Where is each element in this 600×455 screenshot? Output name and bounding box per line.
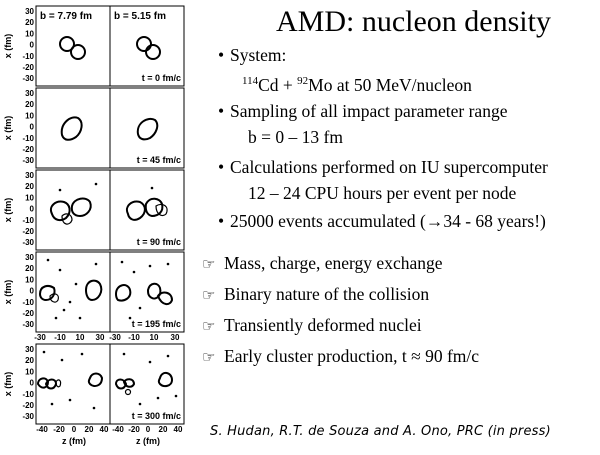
pointer-item-cluster: ☞ Early cluster production, t ≈ 90 fm/c: [202, 345, 479, 369]
x-tick: 10: [150, 333, 159, 342]
y-tick: 20: [25, 356, 34, 365]
x-tick: -10: [54, 333, 66, 342]
citation: S. Hudan, R.T. de Souza and A. Ono, PRC …: [210, 424, 551, 439]
x-tick: -30: [34, 333, 46, 342]
y-tick: -20: [22, 63, 34, 72]
y-tick: 20: [25, 264, 34, 273]
hand-pointer-icon: ☞: [202, 257, 216, 273]
y-tick: -10: [22, 390, 34, 399]
bullet-calculations: • Calculations performed on IU supercompu…: [218, 157, 548, 177]
x-tick: 0: [72, 425, 77, 434]
y-tick: -10: [22, 216, 34, 225]
y-tick: 0: [30, 41, 35, 50]
y-tick: -30: [22, 320, 34, 329]
y-tick: -20: [22, 227, 34, 236]
time-label-0: t = 0 fm/c: [142, 73, 181, 83]
x-tick: 20: [85, 425, 94, 434]
bullet-system: • System:: [218, 45, 287, 65]
bullet-dot-icon: •: [218, 45, 225, 65]
x-axis-label-left: z (fm): [62, 436, 86, 446]
x-tick: 30: [171, 333, 180, 342]
y-tick: 0: [30, 379, 35, 388]
y-tick: 10: [25, 193, 34, 202]
y-tick: 30: [25, 345, 34, 354]
y-tick: 10: [25, 111, 34, 120]
x-tick: 40: [100, 425, 109, 434]
y-axis-label-4: x (fm): [3, 280, 13, 305]
hand-pointer-icon: ☞: [202, 350, 216, 366]
bullet-sampling: • Sampling of all impact parameter range: [218, 101, 508, 121]
y-tick: -30: [22, 74, 34, 83]
y-tick: 10: [25, 367, 34, 376]
y-tick: -20: [22, 145, 34, 154]
panel-r3-c2: [109, 169, 185, 251]
x-tick: -20: [128, 425, 140, 434]
hand-pointer-icon: ☞: [202, 288, 216, 304]
y-axis-label-2: x (fm): [3, 116, 13, 141]
panel-r2-c2: [109, 87, 185, 169]
y-tick: 0: [30, 205, 35, 214]
y-tick: 30: [25, 171, 34, 180]
y-tick: -10: [22, 298, 34, 307]
y-tick-labels: 30 20 10 0 -10 -20 -30 30 20 10 0 -10 -20 -30 30 20 10 0 -…: [22, 7, 34, 421]
x-tick: 30: [96, 333, 105, 342]
page-title: AMD: nucleon density: [276, 5, 551, 38]
y-tick: 0: [30, 123, 35, 132]
pointer-item-binary: ☞ Binary nature of the collision: [202, 283, 429, 307]
density-plot-grid: b = 7.79 fm b = 5.15 fm t = 0 fm/c t = 4…: [0, 0, 200, 450]
y-tick: 0: [30, 287, 35, 296]
b-label-left: b = 7.79 fm: [40, 11, 92, 22]
nucleon-dots: [42, 182, 178, 410]
x-tick: 10: [76, 333, 85, 342]
x-tick: 0: [146, 425, 151, 434]
pointer-item-mass: ☞ Mass, charge, energy exchange: [202, 252, 443, 276]
y-tick: -30: [22, 238, 34, 247]
y-tick: -30: [22, 412, 34, 421]
hand-pointer-icon: ☞: [202, 319, 216, 335]
panel-r4-c2: [109, 251, 185, 333]
impact-range: b = 0 – 13 fm: [248, 127, 343, 147]
x-tick: -40: [112, 425, 124, 434]
x-tick-labels: -30 -10 10 30 -30 -10 10 30 -40 -20 0 20…: [34, 333, 183, 434]
bullet-events: • 25000 events accumulated (→34 - 68 year…: [218, 211, 546, 231]
y-tick: -20: [22, 309, 34, 318]
time-label-195: t = 195 fm/c: [132, 319, 181, 329]
b-label-right: b = 5.15 fm: [114, 11, 166, 22]
y-axis-label-1: x (fm): [3, 34, 13, 59]
y-tick: 20: [25, 182, 34, 191]
y-tick: -30: [22, 156, 34, 165]
pointer-item-deformed: ☞ Transiently deformed nuclei: [202, 314, 422, 338]
x-tick: -10: [128, 333, 140, 342]
y-axis-label-3: x (fm): [3, 198, 13, 223]
y-tick: 10: [25, 29, 34, 38]
y-tick: 30: [25, 253, 34, 262]
y-tick: -20: [22, 401, 34, 410]
panel-r1-c2: [109, 5, 185, 87]
x-tick: -40: [36, 425, 48, 434]
time-label-90: t = 90 fm/c: [137, 237, 181, 247]
x-tick: -30: [109, 333, 121, 342]
y-tick: 10: [25, 275, 34, 284]
y-tick: -10: [22, 134, 34, 143]
x-tick: -20: [53, 425, 65, 434]
time-label-45: t = 45 fm/c: [137, 155, 181, 165]
system-reaction-line: 114Cd + 92Mo at 50 MeV/nucleon: [242, 74, 472, 95]
y-axis-label-5: x (fm): [3, 372, 13, 397]
y-tick: -10: [22, 52, 34, 61]
x-tick: 20: [159, 425, 168, 434]
y-tick: 30: [25, 89, 34, 98]
bullet-dot-icon: •: [218, 211, 225, 231]
panel-r5-c2: [109, 343, 185, 425]
density-plots-svg: b = 7.79 fm b = 5.15 fm t = 0 fm/c t = 4…: [0, 0, 200, 450]
y-tick: 20: [25, 100, 34, 109]
y-tick: 30: [25, 7, 34, 16]
x-tick: 40: [174, 425, 183, 434]
density-contours: [36, 36, 174, 396]
y-tick: 20: [25, 18, 34, 27]
bullet-dot-icon: •: [218, 101, 225, 121]
cpu-hours: 12 – 24 CPU hours per event per node: [248, 183, 517, 203]
bullet-dot-icon: •: [218, 157, 225, 177]
time-label-300: t = 300 fm/c: [132, 411, 181, 421]
x-axis-label-right: z (fm): [136, 436, 160, 446]
